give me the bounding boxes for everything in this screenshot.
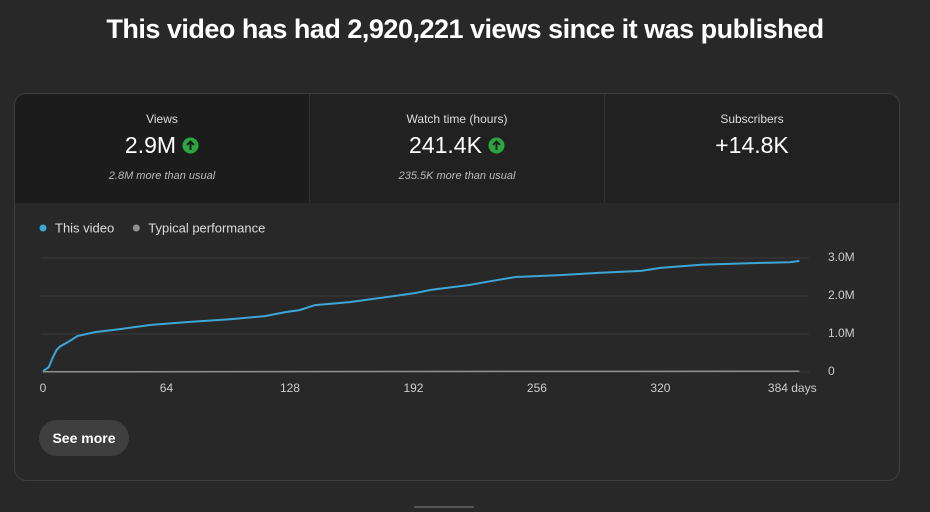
x-tick-label: 384 days (768, 381, 817, 395)
legend-label: This video (55, 220, 114, 235)
metric-value-row: 2.9M (15, 132, 309, 159)
metric-value-row: 241.4K (310, 132, 604, 159)
metric-tile[interactable]: Watch time (hours) 241.4K 235.5K more th… (310, 94, 605, 203)
page-title: This video has had 2,920,221 views since… (106, 14, 824, 44)
legend-dot (39, 224, 47, 232)
x-tick-label: 256 (527, 381, 547, 395)
y-tick-label: 0 (828, 364, 835, 378)
analytics-card: Views 2.9M 2.8M more than usual Watch ti… (14, 93, 900, 481)
metric-label: Watch time (hours) (406, 112, 508, 126)
chart: This video Typical performance 0 1.0M 2.0M 3.… (39, 220, 855, 395)
metric-value: +14.8K (715, 132, 789, 158)
x-tick-label: 0 (40, 381, 47, 395)
metric-tile[interactable]: Views 2.9M 2.8M more than usual (15, 94, 310, 203)
metric-value-row: +14.8K (605, 132, 899, 159)
up-icon (182, 137, 199, 154)
x-tick-label: 320 (650, 381, 670, 395)
y-tick-label: 1.0M (828, 326, 855, 340)
metric-tile[interactable]: Subscribers +14.8K (605, 94, 899, 203)
x-tick-label: 192 (403, 381, 423, 395)
y-tick-label: 3.0M (828, 250, 855, 264)
legend-label: Typical performance (148, 220, 265, 235)
metric-note: 2.8M more than usual (108, 170, 216, 182)
metric-value: 2.9M (124, 132, 177, 158)
x-tick-label: 64 (160, 381, 174, 395)
metric-value: 241.4K (409, 132, 482, 158)
x-tick-label: 128 (280, 381, 300, 395)
series-line (42, 260, 800, 373)
metric-label: Views (146, 112, 178, 126)
see-more-button[interactable]: See more (39, 420, 129, 456)
metric-label: Subscribers (720, 112, 784, 126)
scroll-handle (414, 506, 474, 508)
legend-dot (132, 224, 140, 232)
y-tick-label: 2.0M (828, 288, 855, 302)
metric-tiles: Views 2.9M 2.8M more than usual Watch ti… (15, 94, 899, 203)
series-line (42, 370, 800, 373)
up-icon (488, 137, 505, 154)
metric-note: 235.5K more than usual (398, 170, 516, 182)
